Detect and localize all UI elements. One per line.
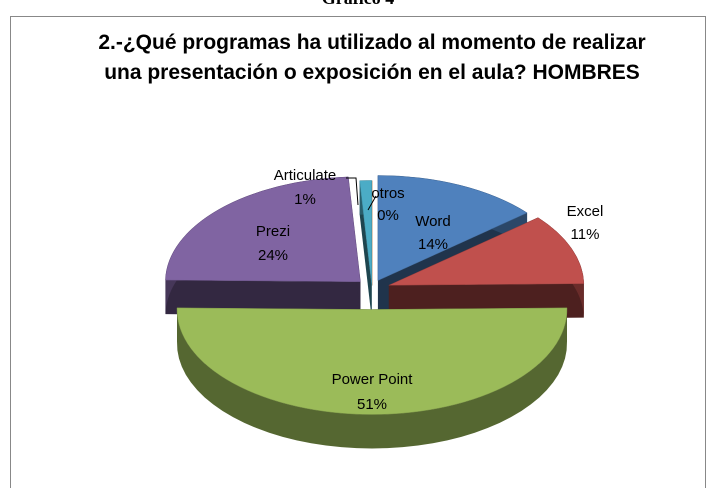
data-label-name: Word	[415, 213, 451, 230]
data-label-name: Prezi	[256, 223, 290, 240]
chart-title: 2.-¿Qué programas ha utilizado al moment…	[98, 31, 646, 84]
slice	[359, 180, 373, 286]
leader-line	[346, 177, 359, 206]
slice	[165, 176, 361, 282]
slice	[377, 175, 528, 281]
chart-frame	[10, 16, 706, 488]
data-label-value: 11%	[571, 226, 600, 243]
data-label-name: Articulate	[274, 167, 337, 184]
data-label-value: 24%	[258, 247, 288, 264]
caption: Gráfico 4	[0, 0, 716, 9]
slice-wall	[165, 280, 361, 316]
leader-line	[367, 195, 377, 211]
data-label-name: otros	[371, 185, 404, 202]
slice	[388, 217, 585, 286]
slice-wall	[359, 180, 372, 320]
data-label-name: Power Point	[332, 371, 414, 388]
data-label-name: Excel	[567, 203, 604, 220]
slice	[176, 307, 568, 415]
data-label-value: 51%	[357, 396, 387, 413]
data-label-value: 1%	[294, 191, 316, 208]
slice-side	[177, 307, 567, 449]
data-label-value: 0%	[377, 207, 399, 224]
data-label-value: 14%	[418, 236, 448, 253]
